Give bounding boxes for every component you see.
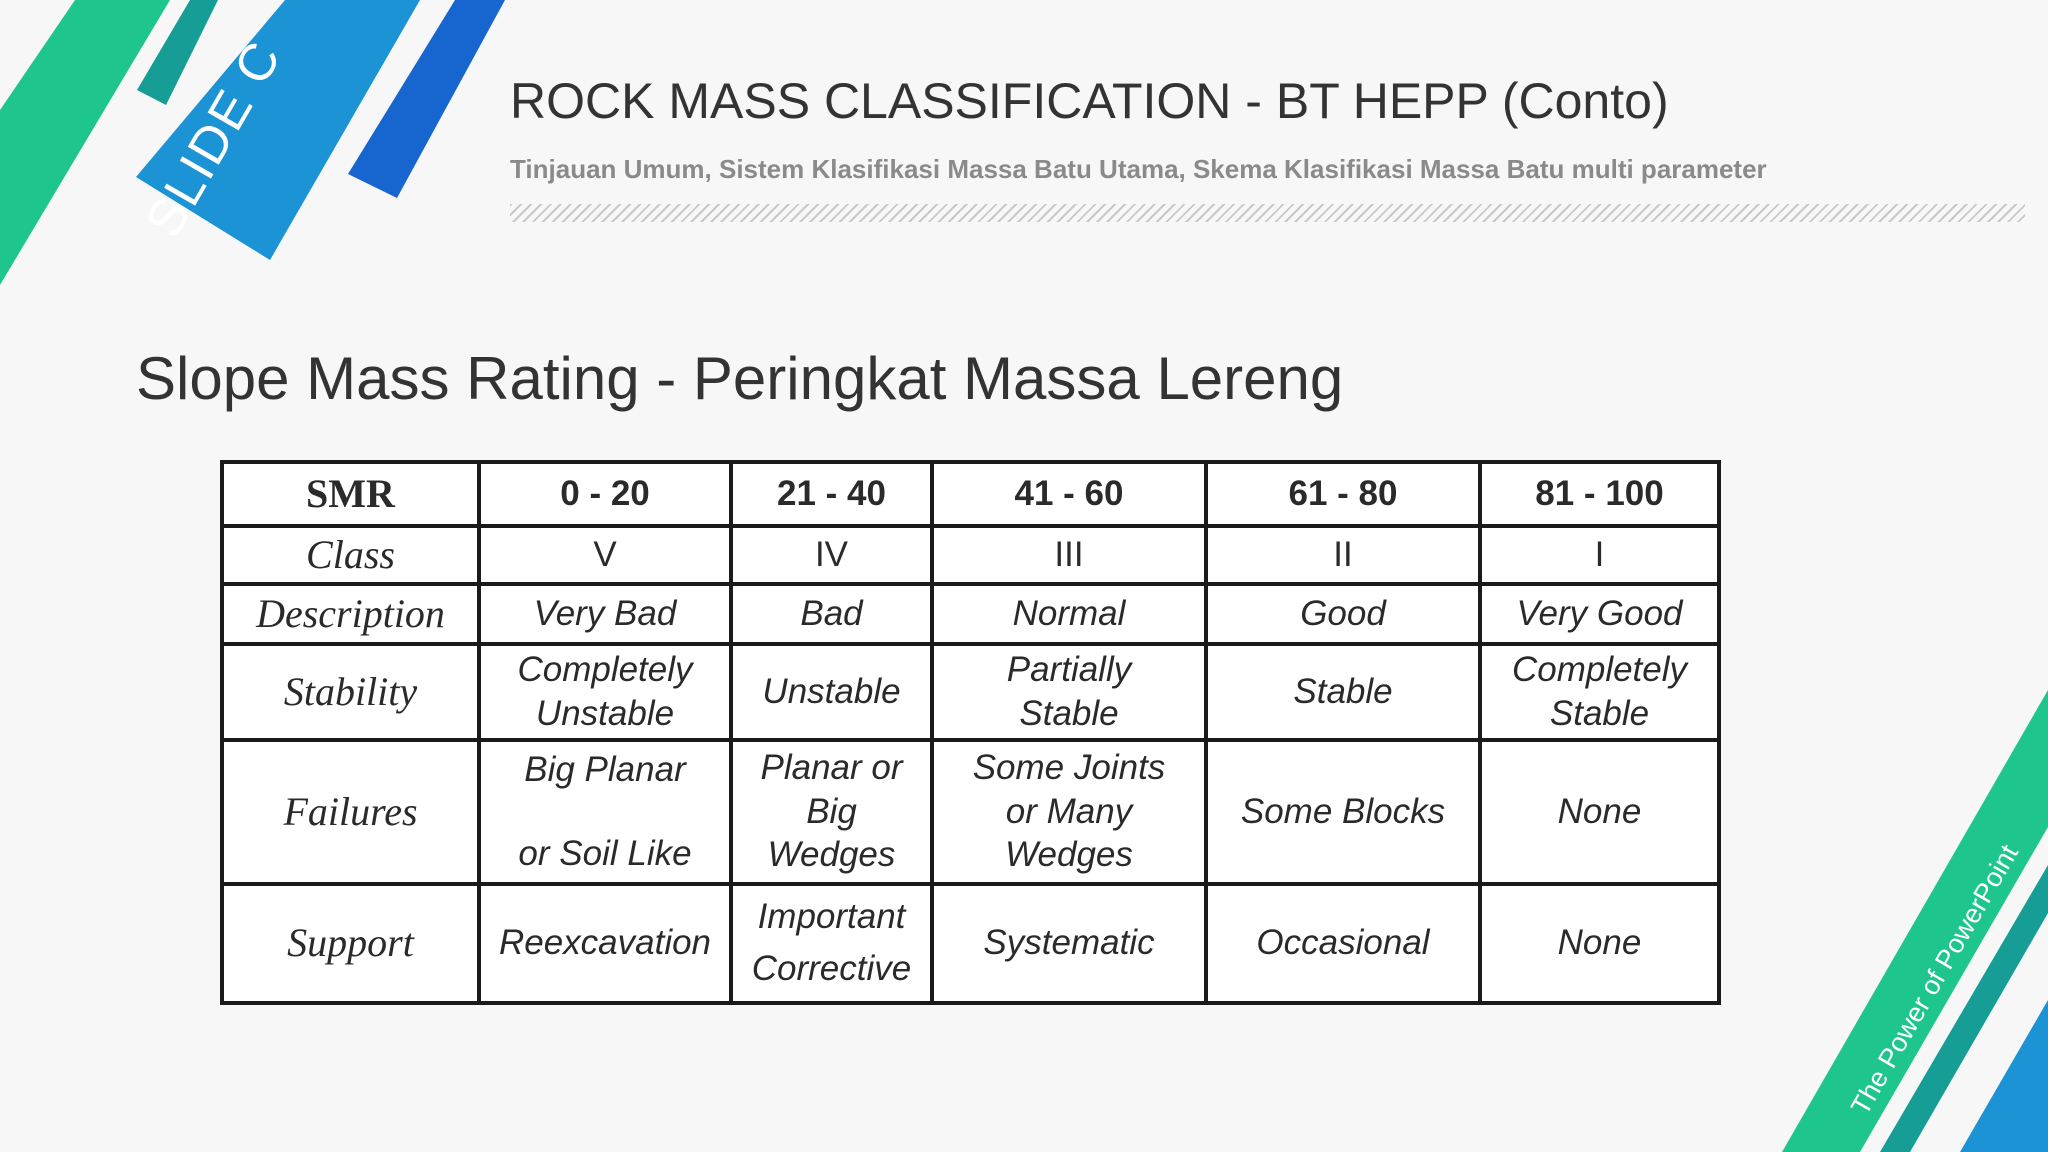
support-cell: Important Corrective [729,881,934,1005]
cell-line: Reexcavation [498,923,712,963]
table-row-support: Support Reexcavation Important Corrective… [220,881,1721,1005]
description-cell: Very Bad [477,582,733,646]
cell-line: Some Joints [972,747,1166,787]
row-header-stability: Stability [220,642,481,742]
page-title: ROCK MASS CLASSIFICATION - BT HEPP (Cont… [510,73,1669,129]
row-header-failures: Failures [220,737,481,886]
smr-range-cell: 81 - 100 [1478,460,1721,528]
hatched-divider [510,204,2025,222]
support-cell: Reexcavation [477,881,733,1005]
smr-range-cell: 21 - 40 [729,460,934,528]
slide-tag-banner [136,0,420,260]
class-cell: II [1204,524,1482,586]
cell-line: Occasional [1256,923,1430,963]
cell-line: Some Blocks [1240,791,1446,831]
class-cell: V [477,524,733,586]
page-subtitle: Tinjauan Umum, Sistem Klasifikasi Massa … [510,154,1767,184]
cell-line: Unstable [762,671,901,711]
cell-line: Wedges [1005,835,1133,875]
section-title: Slope Mass Rating - Peringkat Massa Lere… [136,345,1344,412]
cell-line: Stable [1549,693,1650,733]
cell-line: Planar or [760,747,903,787]
stability-cell: Completely Stable [1478,642,1721,742]
class-cell: IV [729,524,934,586]
failures-cell: Planar or Big Wedges [729,737,934,886]
cell-line: Important [757,897,906,937]
cell-line: None [1557,923,1642,963]
stability-cell: Partially Stable [930,642,1208,742]
cell-line: Systematic [983,923,1155,963]
table-row-stability: Stability Completely Unstable Unstable Pa… [220,642,1721,742]
cell-line: Partially [1006,650,1132,689]
description-cell: Normal [930,582,1208,646]
stability-cell: Completely Unstable [477,642,733,742]
smr-range-cell: 41 - 60 [930,460,1208,528]
table-row-failures: Failures Big Planar or Soil Like Planar o… [220,737,1721,886]
green-stripe [0,0,170,285]
royal-stripe [348,0,505,198]
row-header-description: Description [220,582,481,646]
cell-line: Wedges [767,835,896,875]
cell-line: None [1557,791,1642,831]
row-header-smr: SMR [220,460,481,528]
row-header-support: Support [220,881,481,1005]
bottom-right-green-stripe [1782,690,2048,1152]
bottom-right-blue-stripe [1960,1000,2048,1152]
support-cell: None [1478,881,1721,1005]
cell-line: Stable [1019,693,1119,733]
smr-table: SMR 0 - 20 21 - 40 41 - 60 61 - 80 81 - … [220,460,1721,1005]
cell-line: Completely [1511,650,1688,689]
failures-cell: Big Planar or Soil Like [477,737,733,886]
cell-line: Big Planar [524,749,686,789]
description-cell: Bad [729,582,934,646]
support-cell: Occasional [1204,881,1482,1005]
table-row-smr: SMR 0 - 20 21 - 40 41 - 60 61 - 80 81 - … [220,460,1721,528]
failures-cell: None [1478,737,1721,886]
class-cell: III [930,524,1208,586]
support-cell: Systematic [930,881,1208,1005]
cell-line: or Soil Like [518,833,692,873]
cell-line: Big [806,791,857,831]
class-cell: I [1478,524,1721,586]
stability-cell: Stable [1204,642,1482,742]
stability-cell: Unstable [729,642,934,742]
failures-cell: Some Blocks [1204,737,1482,886]
description-cell: Good [1204,582,1482,646]
bottom-right-teal-stripe [1880,865,2048,1152]
cell-line: Completely [517,650,693,689]
table-row-description: Description Very Bad Bad Normal Good Ver… [220,582,1721,646]
table-row-class: Class V IV III II I [220,524,1721,586]
cell-line: Stable [1293,671,1393,711]
cell-line: or Many [1005,791,1133,831]
description-cell: Very Good [1478,582,1721,646]
cell-line: Corrective [751,949,912,988]
smr-range-cell: 61 - 80 [1204,460,1482,528]
cell-line: Unstable [535,693,675,733]
row-header-class: Class [220,524,481,586]
teal-stripe [137,0,218,105]
smr-range-cell: 0 - 20 [477,460,733,528]
failures-cell: Some Joints or Many Wedges [930,737,1208,886]
